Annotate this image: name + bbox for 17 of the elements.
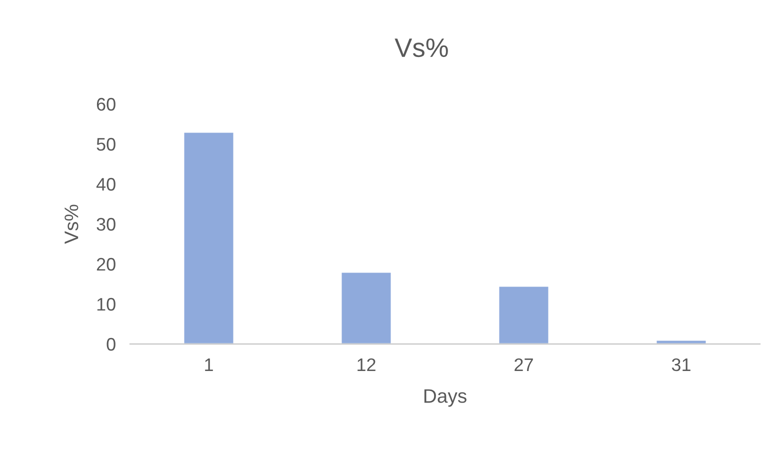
chart-title: Vs% — [394, 38, 448, 58]
y-tick-label: 0 — [106, 338, 116, 351]
y-tick-label: 60 — [96, 98, 116, 111]
x-tick-label: 1 — [205, 358, 213, 371]
x-tick-label: 12 — [358, 358, 376, 371]
y-tick-label: 50 — [96, 138, 116, 151]
x-axis-title: Days — [424, 389, 466, 407]
x-tick-label: 31 — [672, 358, 690, 372]
y-tick-label: 30 — [96, 218, 116, 231]
bar — [498, 285, 550, 344]
y-tick-label: 10 — [97, 298, 116, 311]
bar — [182, 131, 235, 344]
y-tick-label: 20 — [96, 258, 116, 271]
bar — [340, 271, 392, 344]
y-tick-label: 40 — [96, 178, 116, 191]
y-axis-title: Vs% — [64, 204, 78, 244]
x-tick-label: 27 — [514, 358, 533, 371]
